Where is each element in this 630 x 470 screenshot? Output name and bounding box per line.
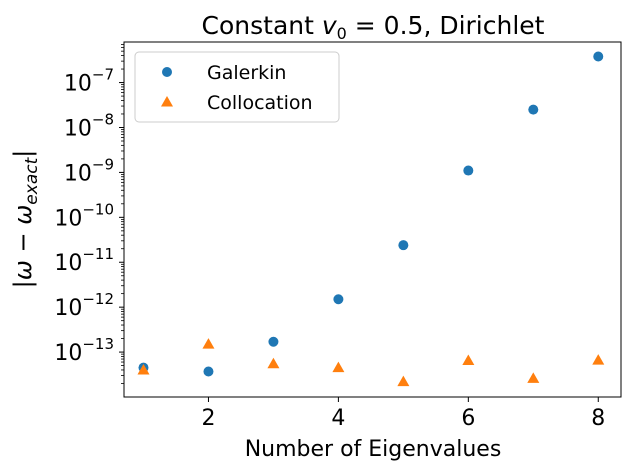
plot-area: 2 4 6 8 10−13 10−12 10−11 10−10 10−9 10−8 10−7 Gale… [54,41,622,431]
legend-box [134,51,340,123]
y-tick-label: 10−10 [54,200,114,231]
data-point [202,338,215,349]
data-point [528,104,539,115]
data-point [397,375,410,387]
legend-marker [162,67,172,77]
title-sub: 0 [337,24,347,43]
y-axis-label: |ω − ωexact| [9,150,42,289]
legend-marker [161,96,173,107]
data-point [203,366,214,377]
data-point [592,354,605,365]
title-var: v [322,11,338,40]
data-point [137,363,150,375]
x-axis-label: Number of Eigenvalues [245,437,502,462]
ylabel-omega: ω [9,260,37,280]
data-point [462,354,475,365]
legend-label: Collocation [207,92,313,114]
data-point [398,240,409,251]
y-tick-label: 10−8 [64,110,114,141]
ylabel-minus: − [9,225,37,260]
data-point [333,294,344,305]
legend: Galerkin Collocation [134,51,340,123]
ylabel-bar-left: | [9,280,37,288]
x-tick-label: 8 [591,406,605,431]
y-tick-label: 10−12 [54,290,114,321]
data-point [463,165,474,176]
ylabel-sub: exact [22,156,42,204]
legend-label: Galerkin [207,62,286,84]
ylabel-bar-right: | [9,150,37,158]
ylabel-omega2: ω [9,205,37,225]
series-collocation [137,338,605,387]
x-tick-label: 4 [331,406,345,431]
chart-title: Constant v0 = 0.5, Dirichlet [202,11,545,43]
y-tick-label: 10−11 [54,245,114,276]
x-tick-label: 6 [461,406,475,431]
data-point [593,51,604,62]
title-prefix: Constant [202,11,322,40]
data-point [267,357,280,369]
y-tick-label: 10−9 [64,155,114,186]
x-tick-label: 2 [201,406,215,431]
data-point [527,372,540,383]
y-tick-label: 10−7 [64,66,114,97]
data-point [332,361,345,373]
title-suffix: = 0.5, Dirichlet [347,11,545,40]
y-tick-label: 10−13 [54,335,114,366]
data-point [268,336,279,347]
